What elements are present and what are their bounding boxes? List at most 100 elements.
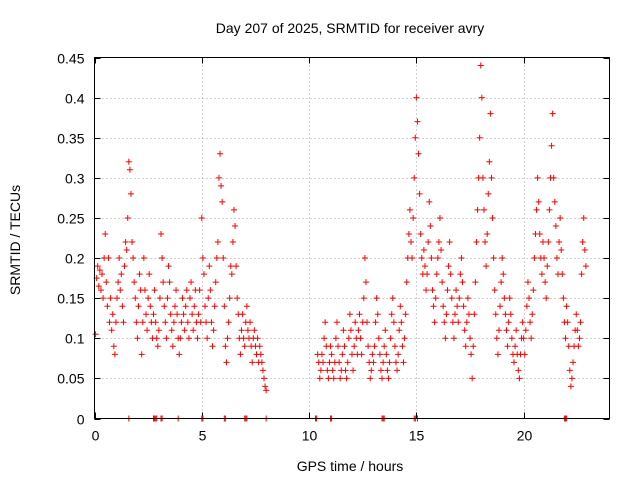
data-point	[486, 158, 493, 165]
data-point	[551, 198, 558, 205]
data-point	[249, 359, 256, 366]
data-point	[417, 230, 424, 237]
data-point	[531, 255, 538, 262]
data-point	[387, 335, 394, 342]
data-point	[243, 303, 250, 310]
data-point	[329, 367, 336, 374]
data-point	[346, 311, 353, 318]
data-point	[190, 327, 197, 334]
data-point	[444, 287, 451, 294]
data-point	[352, 319, 359, 326]
data-point	[530, 287, 537, 294]
data-point	[337, 375, 344, 382]
data-point	[121, 263, 128, 270]
data-point	[457, 271, 464, 278]
data-point	[111, 351, 118, 358]
data-point	[335, 343, 342, 350]
x-axis-label: GPS time / hours	[297, 458, 404, 474]
data-point	[574, 327, 581, 334]
data-point	[349, 351, 355, 358]
data-point	[215, 174, 222, 181]
data-point	[118, 271, 125, 278]
data-point	[477, 62, 484, 69]
data-point	[205, 295, 212, 302]
data-points	[92, 62, 589, 422]
data-point	[372, 319, 379, 326]
data-point	[520, 335, 527, 342]
x-tick-labels: 0 5 10 15 20	[92, 428, 533, 444]
data-point	[237, 351, 244, 358]
data-point	[170, 319, 177, 326]
data-point	[448, 295, 455, 302]
data-point	[107, 295, 114, 302]
data-point	[503, 327, 510, 334]
data-point	[502, 311, 509, 318]
data-point	[428, 255, 435, 262]
data-point	[535, 198, 542, 205]
data-point	[224, 335, 231, 342]
data-point	[218, 182, 225, 189]
data-point	[373, 295, 380, 302]
data-point	[464, 295, 471, 302]
data-point	[370, 359, 377, 366]
data-point	[144, 327, 151, 334]
data-point	[261, 375, 268, 382]
data-point	[188, 279, 195, 286]
data-point	[470, 343, 477, 350]
data-point	[512, 343, 519, 350]
data-point	[478, 94, 485, 101]
data-point	[403, 279, 410, 286]
data-point	[490, 255, 497, 262]
data-point	[483, 263, 490, 270]
data-point	[570, 359, 577, 366]
data-point	[543, 295, 550, 302]
data-point	[330, 375, 337, 382]
data-point	[480, 206, 487, 213]
data-point	[425, 239, 432, 246]
data-point	[339, 351, 346, 358]
data-point	[513, 327, 520, 334]
data-point	[562, 335, 569, 342]
data-point	[441, 319, 448, 326]
y-tick-label: 0	[77, 412, 85, 428]
data-point	[465, 311, 472, 318]
data-point	[526, 295, 533, 302]
data-point	[168, 327, 175, 334]
y-axis-label: SRMTID / TECUs	[7, 185, 23, 295]
data-point	[322, 319, 329, 326]
data-point	[497, 303, 504, 310]
x-tick-label: 5	[199, 428, 207, 444]
data-point	[423, 287, 430, 294]
data-point	[219, 198, 226, 205]
data-point	[487, 110, 494, 117]
data-point	[426, 198, 433, 205]
data-point	[449, 319, 456, 326]
data-point	[396, 327, 403, 334]
data-point	[382, 327, 389, 334]
data-point	[153, 335, 160, 342]
data-point	[427, 222, 434, 229]
data-point	[177, 335, 184, 342]
data-point	[369, 351, 376, 358]
data-point	[406, 206, 413, 213]
data-point	[436, 214, 443, 221]
data-point	[501, 295, 508, 302]
data-point	[539, 239, 546, 246]
data-point	[345, 335, 352, 342]
data-point	[222, 343, 229, 350]
data-point	[482, 239, 489, 246]
data-point	[479, 174, 486, 181]
y-tick-label: 0.4	[65, 91, 85, 107]
data-point	[379, 375, 386, 382]
data-point	[141, 287, 148, 294]
data-point	[100, 295, 107, 302]
y-tick-label: 0.3	[65, 171, 85, 187]
data-point	[325, 375, 332, 382]
data-point	[256, 343, 263, 350]
data-point	[415, 150, 422, 157]
data-point	[394, 367, 401, 374]
data-point	[391, 343, 398, 350]
data-point	[381, 343, 388, 350]
x-tick-label: 0	[92, 428, 100, 444]
data-point	[376, 351, 383, 358]
